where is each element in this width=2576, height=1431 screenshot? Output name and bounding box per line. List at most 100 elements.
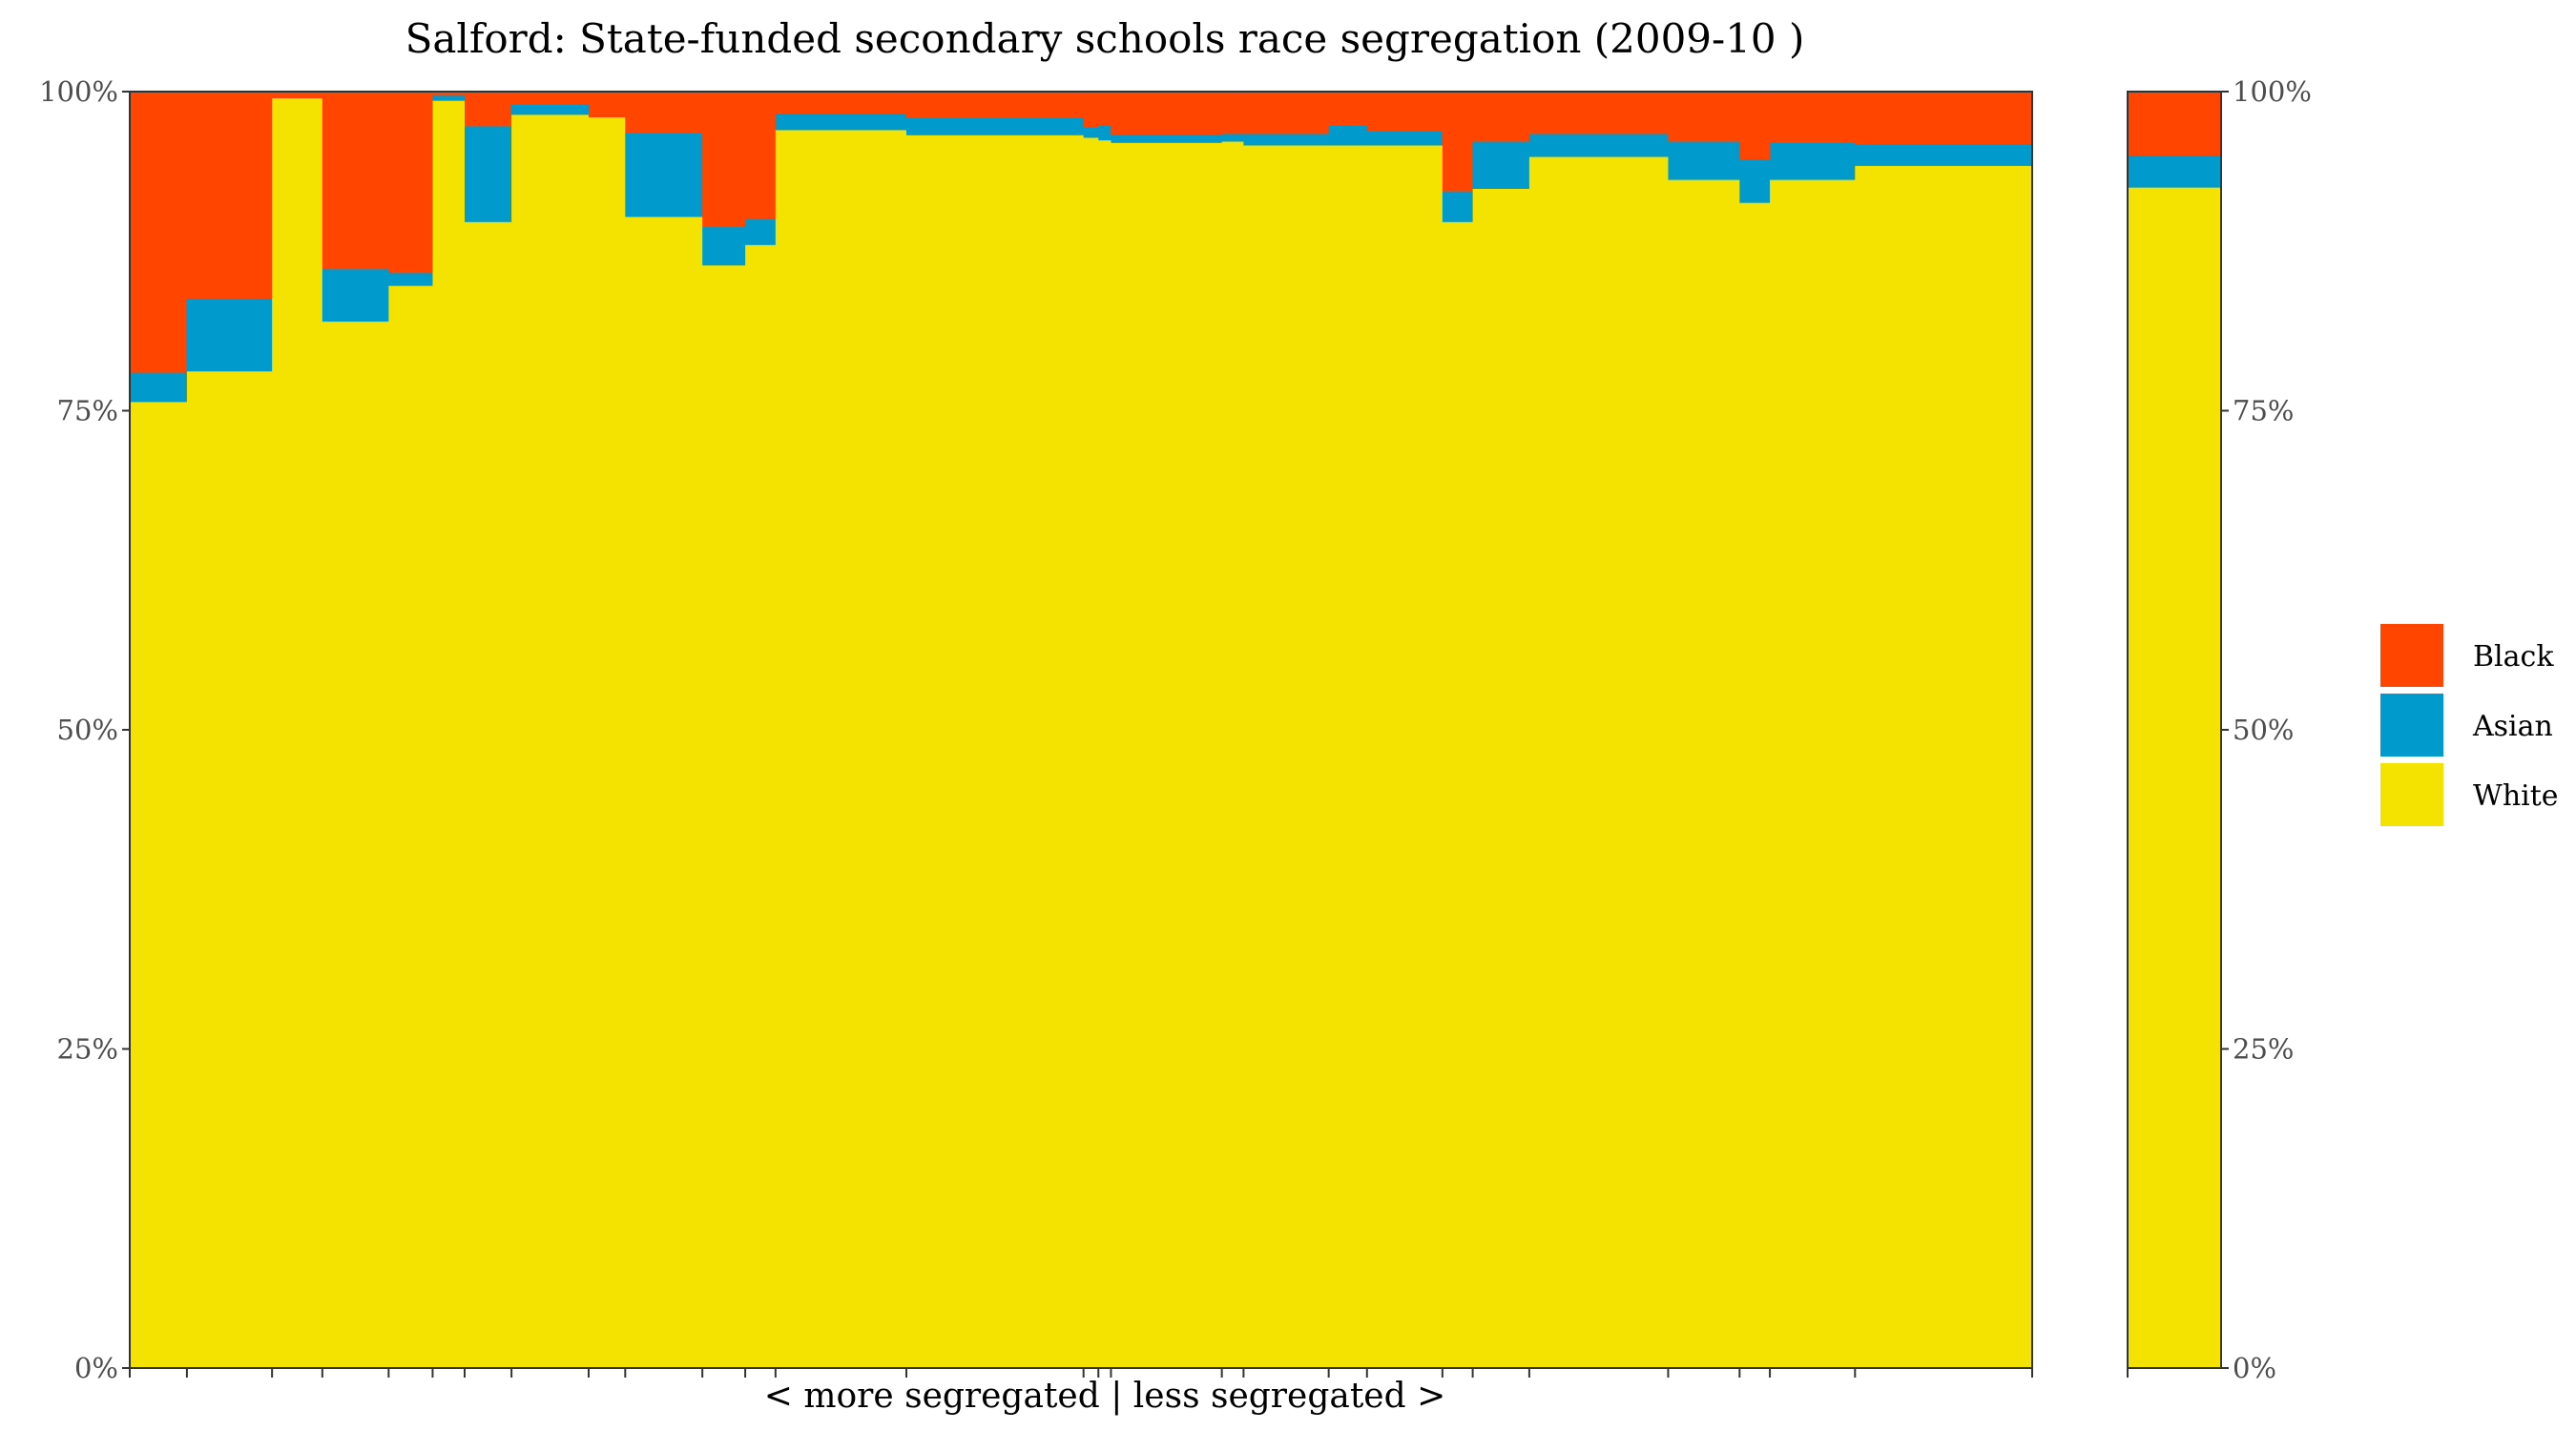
white-segment (2128, 187, 2222, 1369)
legend-label-black: Black (2473, 640, 2554, 674)
black-segment (588, 92, 626, 118)
legend-label-asian: Asian (2472, 710, 2553, 743)
y-axis-right: 0% 25% 50% 75% 100% (2221, 75, 2312, 1384)
black-segment (745, 92, 777, 220)
asian-segment (1328, 124, 1368, 146)
school-bar-8 (511, 92, 590, 1369)
school-bar-18 (1221, 92, 1245, 1369)
school-bar-23 (1472, 92, 1530, 1369)
black-segment (1855, 92, 2033, 145)
black-segment (272, 92, 323, 98)
black-segment (775, 92, 907, 114)
asian-segment (465, 126, 512, 222)
asian-segment (625, 132, 703, 218)
white-segment (745, 244, 777, 1369)
school-bar-3 (272, 92, 323, 1369)
white-segment (1098, 139, 1112, 1369)
asian-segment (1221, 134, 1245, 142)
black-segment (1111, 92, 1223, 135)
asian-segment (1366, 131, 1444, 146)
school-bar-21 (1366, 92, 1444, 1369)
chart-title: Salford: State-funded secondary schools … (405, 15, 1805, 62)
school-bar-5 (388, 92, 434, 1369)
asian-segment (388, 273, 434, 286)
asian-segment (906, 116, 1085, 135)
white-segment (625, 217, 703, 1369)
white-segment (322, 321, 389, 1369)
black-segment (2128, 92, 2222, 156)
school-bar-14 (906, 92, 1085, 1369)
black-segment (625, 92, 703, 134)
school-bar-15 (1083, 92, 1099, 1369)
school-bar-summary (2128, 92, 2222, 1369)
school-bar-7 (465, 92, 512, 1369)
asian-segment (432, 95, 466, 101)
school-bar-2 (186, 92, 273, 1369)
school-bar-11 (702, 92, 746, 1369)
black-segment (511, 92, 590, 105)
legend-swatch-asian (2380, 694, 2443, 757)
school-bar-16 (1098, 92, 1112, 1369)
black-segment (1098, 92, 1112, 126)
white-segment (1243, 145, 1330, 1369)
school-bar-27 (1770, 92, 1856, 1369)
white-segment (272, 97, 323, 1369)
school-bar-12 (745, 92, 777, 1369)
white-segment (1221, 141, 1245, 1369)
black-segment (1243, 92, 1330, 135)
asian-segment (1083, 127, 1099, 138)
asian-segment (745, 218, 777, 245)
asian-segment (1739, 158, 1771, 203)
asian-segment (1528, 134, 1670, 157)
y-axis-left: 0% 25% 50% 75% 100% (39, 75, 130, 1384)
white-segment (1366, 145, 1444, 1369)
y-tick-label-left: 75% (57, 395, 118, 427)
white-segment (588, 116, 626, 1369)
white-segment (130, 402, 188, 1369)
school-bar-25 (1668, 92, 1740, 1369)
black-segment (322, 92, 389, 270)
y-tick-label-right: 75% (2233, 395, 2294, 427)
black-segment (1366, 92, 1444, 132)
school-bar-24 (1528, 92, 1670, 1369)
black-segment (1328, 92, 1368, 126)
white-segment (388, 285, 434, 1369)
white-segment (465, 221, 512, 1369)
school-bar-9 (588, 92, 626, 1369)
x-axis-ticks (129, 1368, 2129, 1378)
asian-segment (1243, 134, 1330, 146)
legend: Black Asian White (2380, 624, 2559, 826)
school-bar-10 (625, 92, 703, 1369)
black-segment (432, 92, 466, 96)
asian-segment (1098, 124, 1112, 141)
white-segment (1855, 165, 2033, 1369)
white-segment (1528, 156, 1670, 1369)
legend-swatch-black (2380, 624, 2443, 687)
school-bars (130, 92, 2033, 1369)
asian-segment (1111, 135, 1223, 143)
school-bar-19 (1243, 92, 1330, 1369)
black-segment (1472, 92, 1530, 142)
y-tick-label-right: 100% (2233, 75, 2312, 108)
y-tick-label-left: 0% (74, 1352, 118, 1384)
asian-segment (1668, 141, 1740, 180)
asian-segment (1770, 142, 1856, 180)
asian-segment (186, 298, 273, 372)
black-segment (186, 92, 273, 300)
black-segment (388, 92, 434, 274)
white-segment (1472, 188, 1530, 1369)
white-segment (1770, 179, 1856, 1369)
y-tick-label-right: 25% (2233, 1033, 2294, 1066)
asian-segment (1855, 143, 2033, 166)
white-segment (432, 100, 466, 1369)
summary-bar (2128, 92, 2222, 1369)
black-segment (1442, 92, 1474, 192)
black-segment (1668, 92, 1740, 142)
asian-segment (511, 104, 590, 115)
black-segment (130, 92, 188, 373)
white-segment (1739, 202, 1771, 1369)
white-segment (906, 135, 1085, 1369)
school-bar-1 (130, 92, 188, 1369)
black-segment (702, 92, 746, 228)
